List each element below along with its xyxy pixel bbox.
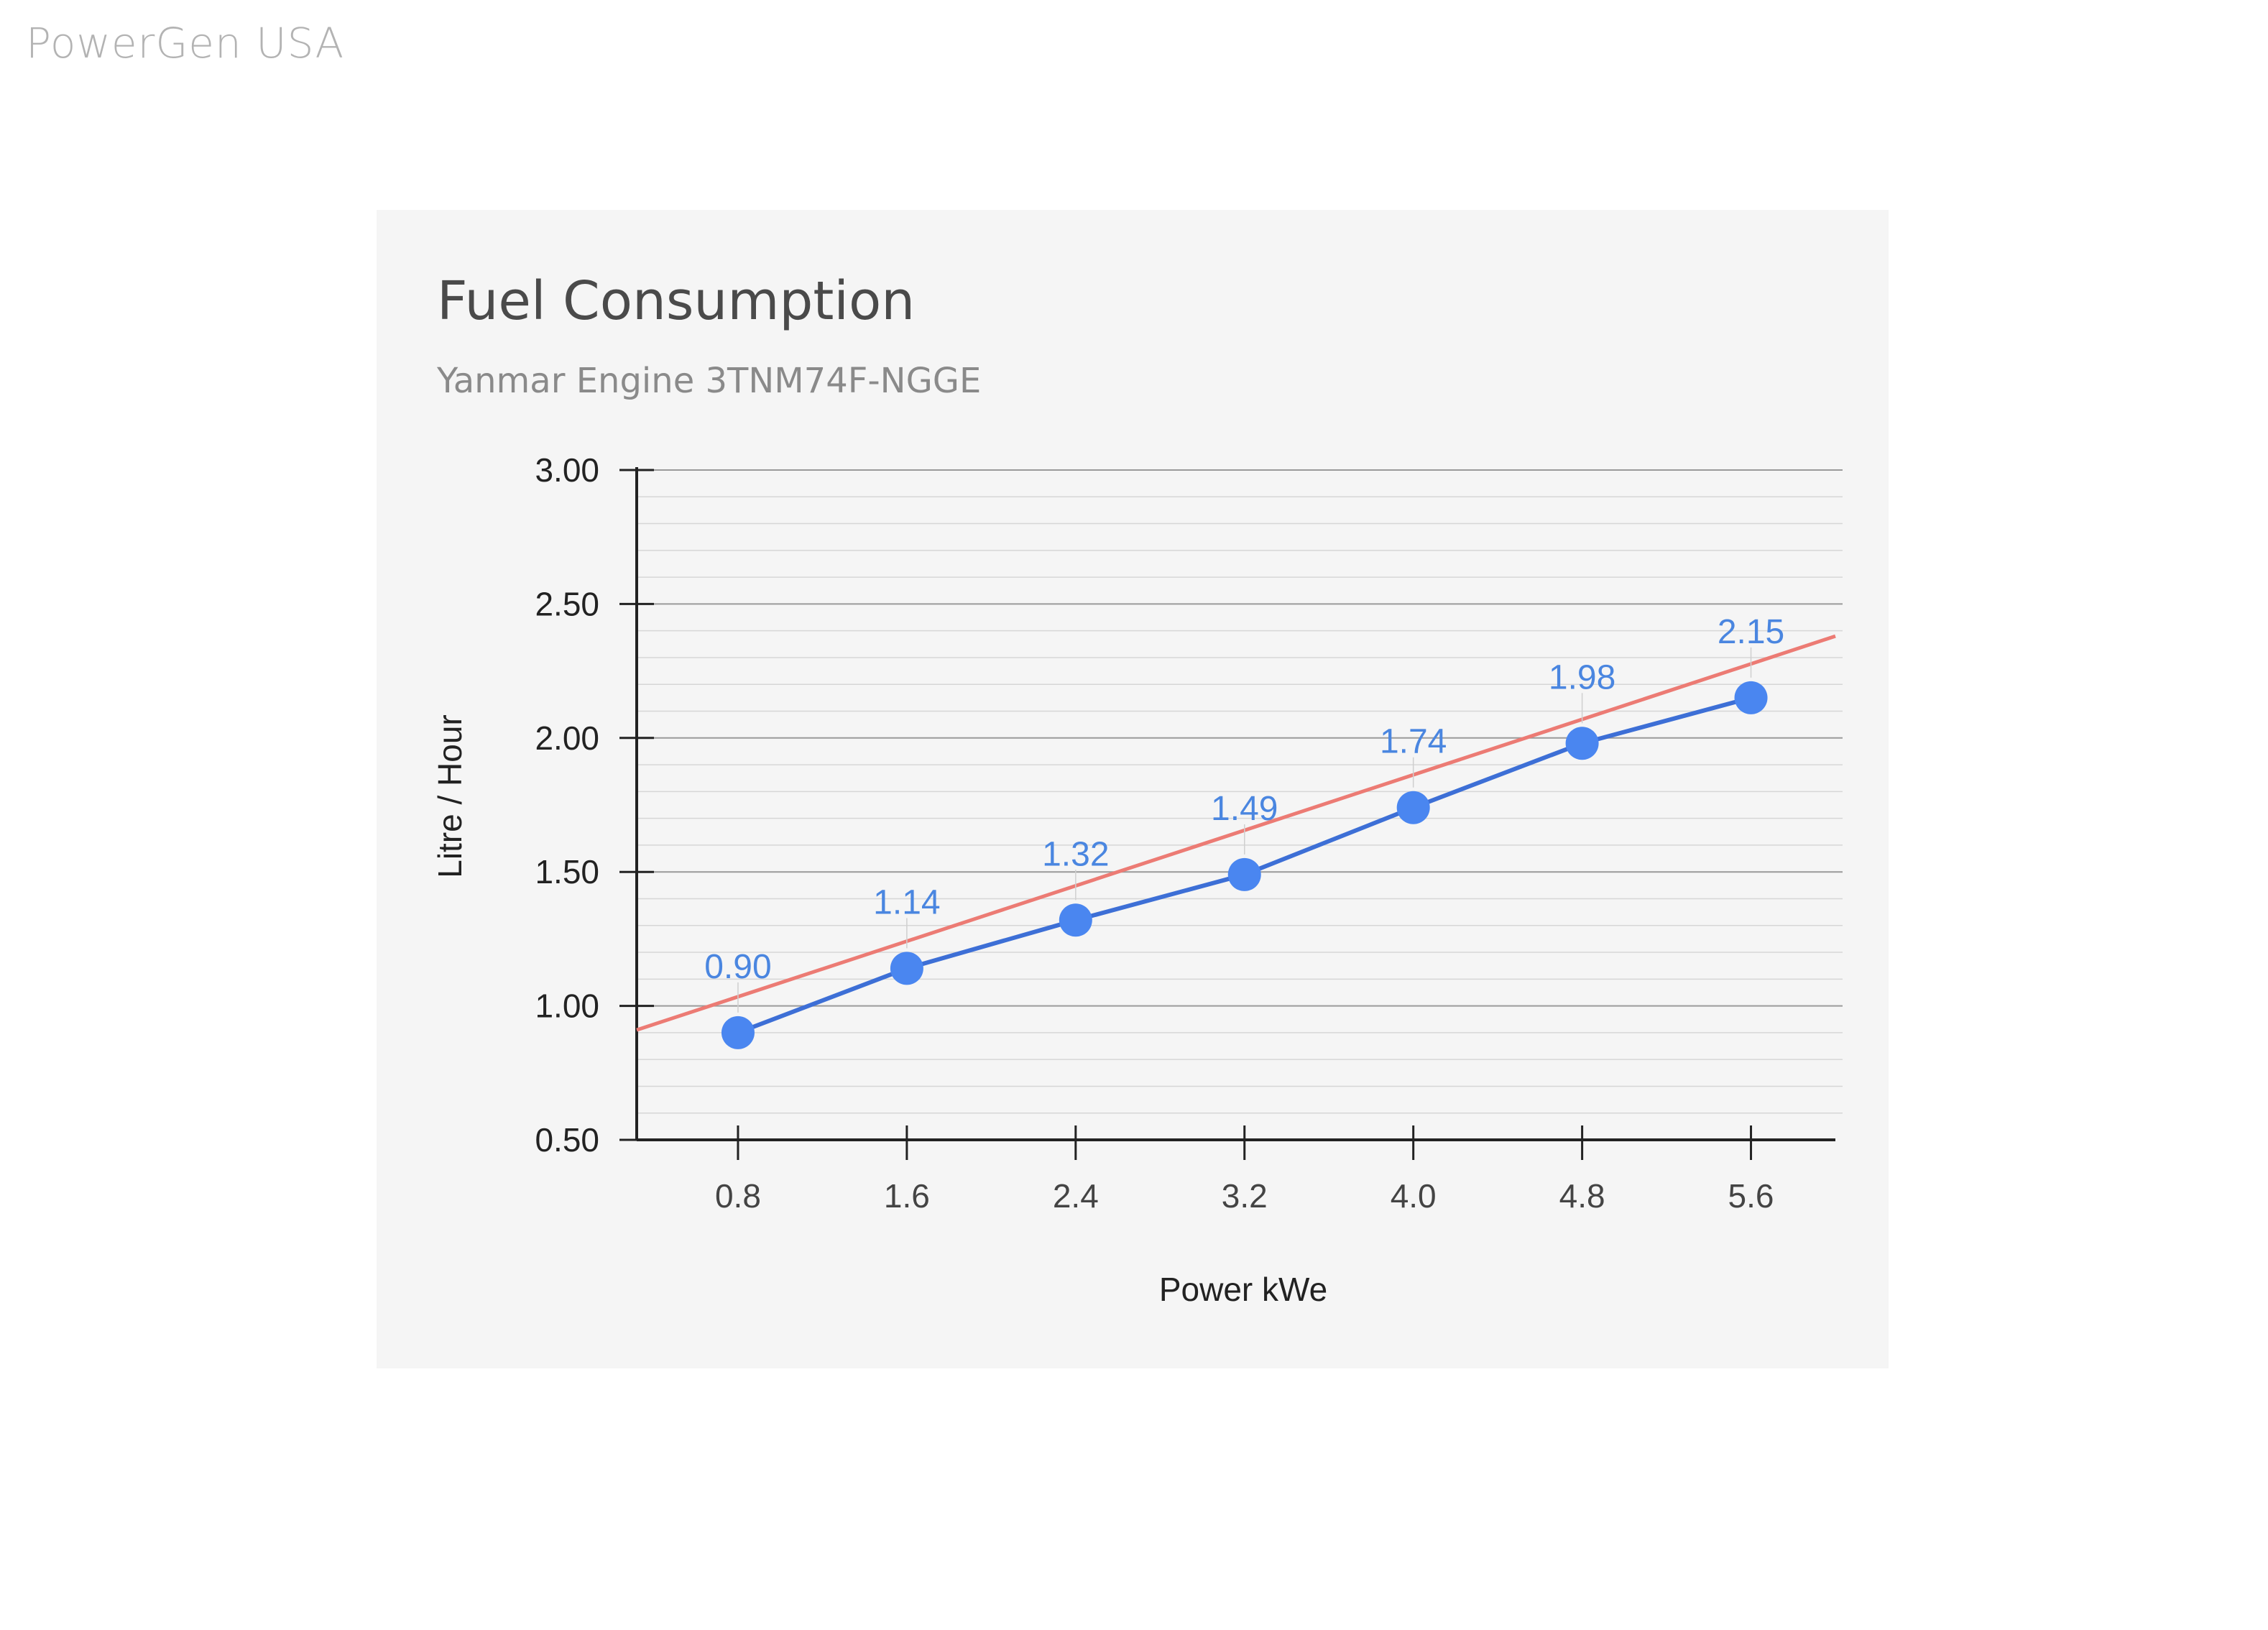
y-tick-label: 1.50 (535, 853, 599, 890)
data-point (1396, 791, 1430, 824)
y-tick-label: 2.00 (535, 719, 599, 757)
chart-subtitle: Yanmar Engine 3TNM74F-NGGE (437, 361, 982, 401)
x-tick-label: 5.6 (1728, 1177, 1774, 1215)
data-point (1227, 857, 1261, 891)
fuel-consumption-plot: 0.50 1.00 1.50 2.00 2.50 3.00 0.8 1.6 2.4 3.2 4.0 4… (431, 451, 1843, 1308)
data-point (721, 1016, 755, 1049)
x-tick-label: 4.8 (1559, 1177, 1605, 1215)
data-point (1059, 903, 1092, 937)
data-label: 1.14 (873, 883, 940, 921)
data-point (1565, 727, 1599, 760)
brand-logo-text: PowerGen USA (26, 19, 345, 68)
y-tick-label: 2.50 (535, 585, 599, 622)
x-tick-label: 0.8 (715, 1177, 761, 1215)
y-tick-label: 0.50 (535, 1121, 599, 1159)
x-tick-label: 4.0 (1391, 1177, 1437, 1215)
data-label: 1.49 (1211, 790, 1278, 828)
x-tick-label: 2.4 (1053, 1177, 1099, 1215)
x-tick-label: 1.6 (884, 1177, 930, 1215)
data-point (890, 952, 923, 985)
chart-title: Fuel Consumption (437, 270, 916, 332)
y-tick-label: 3.00 (535, 451, 599, 489)
x-axis-title: Power kWe (1159, 1271, 1327, 1308)
y-tick-label: 1.00 (535, 987, 599, 1025)
trendline (636, 634, 1836, 1032)
data-label: 2.15 (1718, 613, 1784, 651)
data-label: 1.74 (1380, 723, 1447, 761)
data-label: 1.32 (1042, 835, 1109, 873)
y-axis-title: Litre / Hour (431, 714, 469, 878)
chart-card: Fuel Consumption Yanmar Engine 3TNM74F-N… (377, 210, 1889, 1368)
data-label: 0.90 (704, 948, 771, 986)
data-point (1734, 681, 1768, 714)
data-label: 1.98 (1549, 658, 1615, 696)
x-tick-label: 3.2 (1222, 1177, 1268, 1215)
